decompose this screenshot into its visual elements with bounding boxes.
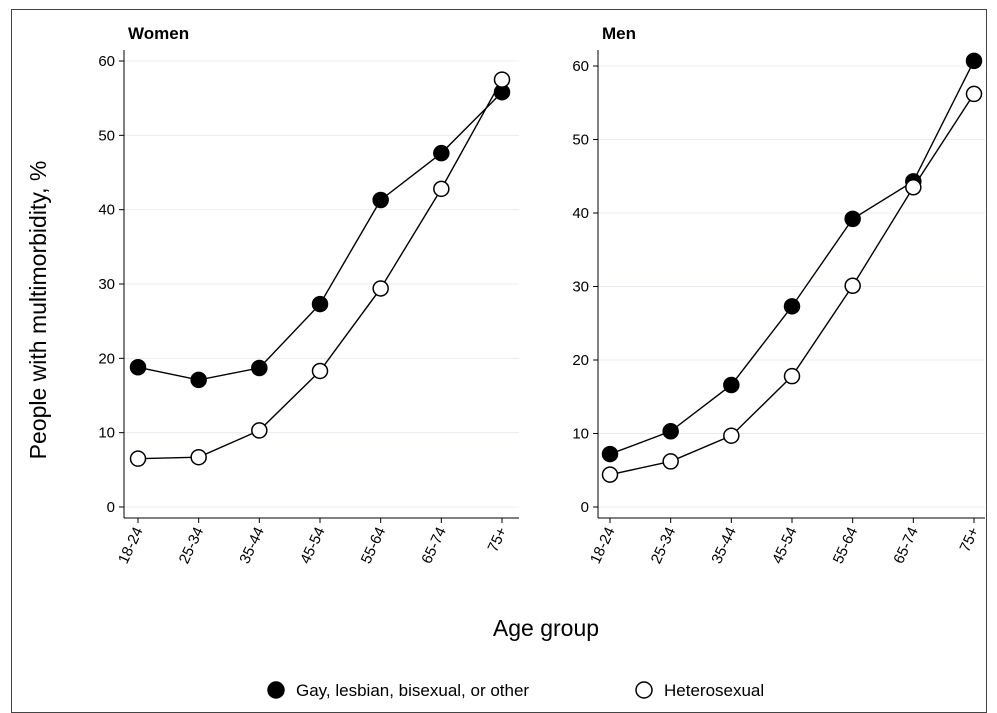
women-series-1-point-4 [372, 280, 389, 297]
legend: Gay, lesbian, bisexual, or other Heteros… [267, 681, 764, 700]
figure-frame [11, 9, 987, 713]
women-series-1-point-6 [493, 71, 511, 88]
men-series-0-point-0 [601, 445, 619, 463]
women-series-0-point-3 [311, 295, 329, 313]
women-series-1-point-0 [129, 450, 147, 467]
men-y-tick-label-4: 40 [572, 205, 589, 222]
women-y-tick-label-4: 40 [98, 202, 115, 219]
men-y-tick-label-0: 0 [581, 499, 589, 516]
men-series-1-point-4 [844, 277, 861, 295]
women-y-tick-label-1: 10 [98, 425, 115, 442]
women-series-0-point-5 [433, 144, 450, 162]
women-series-1-point-3 [311, 362, 329, 380]
women-y-tick-label-3: 30 [98, 276, 115, 293]
y-axis-title: People with multimorbidity, % [25, 161, 51, 460]
women-y-tick-label-5: 50 [98, 127, 115, 144]
x-axis-title: Age group [493, 615, 599, 641]
men-y-tick-label-2: 20 [572, 352, 589, 369]
women-series-0-point-4 [372, 191, 389, 209]
men-series-1-point-6 [965, 85, 983, 103]
men-series-1-point-1 [662, 453, 679, 470]
women-panel-title: Women [128, 24, 189, 43]
women-series-1-point-5 [433, 180, 450, 198]
legend-marker-filled-circle-icon [267, 681, 285, 699]
men-series-0-point-6 [965, 52, 983, 70]
men-series-0-point-2 [723, 376, 740, 394]
men-series-1-point-2 [723, 427, 740, 444]
women-y-tick-label-6: 60 [98, 53, 115, 70]
men-series-0-point-4 [844, 210, 861, 228]
women-series-1-point-1 [190, 448, 207, 466]
men-y-tick-label-6: 60 [572, 58, 589, 75]
women-series-0-point-1 [190, 371, 207, 389]
men-y-tick-label-5: 50 [572, 132, 589, 149]
men-series-0-point-1 [662, 423, 679, 440]
men-series-0-point-3 [783, 298, 801, 315]
legend-marker-open-circle-icon [635, 681, 653, 699]
legend-label-heterosexual: Heterosexual [664, 681, 764, 700]
men-y-tick-label-1: 10 [572, 426, 589, 443]
men-series-1-point-0 [601, 466, 619, 483]
women-series-0-point-0 [129, 359, 147, 376]
men-panel-title: Men [602, 24, 636, 43]
men-y-tick-label-3: 30 [572, 279, 589, 296]
women-series-0-point-2 [251, 359, 268, 377]
men-series-1-point-5 [905, 179, 922, 196]
women-y-tick-label-0: 0 [107, 499, 115, 516]
men-series-1-point-3 [783, 367, 801, 385]
legend-label-lgbo: Gay, lesbian, bisexual, or other [296, 681, 529, 700]
women-y-tick-label-2: 20 [98, 350, 115, 367]
women-series-1-point-2 [251, 422, 268, 439]
